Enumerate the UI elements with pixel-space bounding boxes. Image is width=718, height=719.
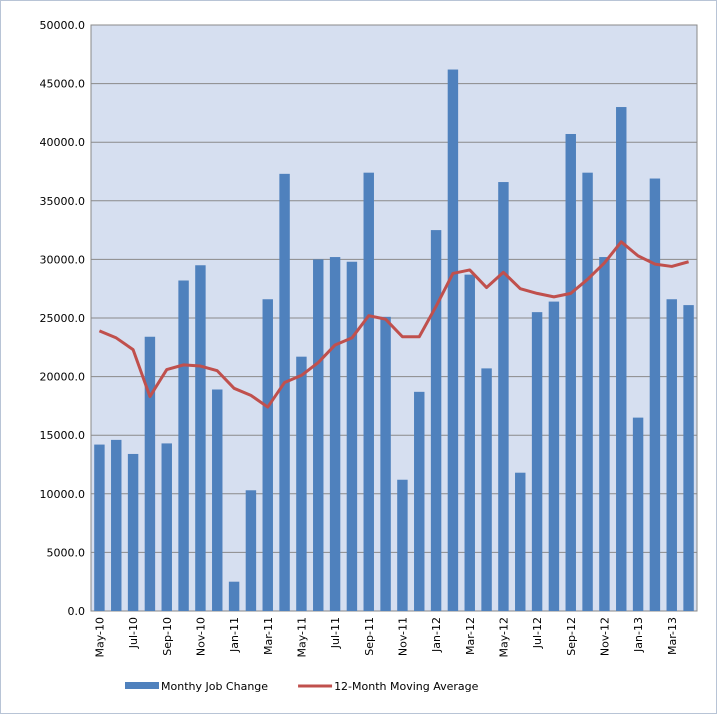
bar: [111, 439, 122, 611]
bar: [127, 453, 139, 611]
bar: [195, 265, 206, 611]
x-tick-label: Jul-11: [329, 617, 342, 649]
x-tick-label: Sep-12: [565, 617, 578, 656]
bar: [380, 316, 391, 611]
y-tick-label: 45000.0: [40, 78, 86, 91]
x-tick-label: Jan-13: [632, 617, 645, 653]
bar: [161, 443, 172, 611]
bar: [582, 172, 593, 611]
bar: [599, 257, 610, 611]
legend-label: Monthy Job Change: [161, 680, 268, 693]
bar: [548, 301, 560, 611]
x-tick-label: Nov-11: [396, 617, 409, 656]
y-tick-label: 15000.0: [40, 429, 86, 442]
bar: [228, 581, 240, 611]
x-tick-label: Mar-13: [666, 617, 679, 655]
y-tick-label: 0.0: [68, 605, 86, 618]
bar: [363, 172, 374, 611]
x-tick-label: Jan-11: [228, 617, 241, 653]
bar: [144, 336, 156, 611]
y-tick-label: 35000.0: [40, 195, 86, 208]
bar: [616, 107, 627, 611]
x-tick-label: May-12: [497, 617, 510, 658]
bar: [296, 356, 307, 611]
x-tick-label: Nov-12: [598, 617, 611, 656]
x-tick-label: Jul-10: [127, 617, 140, 649]
x-tick-label: Jul-12: [531, 617, 544, 649]
bar: [481, 368, 492, 611]
legend-swatch: [125, 682, 159, 689]
bar: [397, 479, 408, 611]
y-tick-label: 25000.0: [40, 312, 86, 325]
bar: [515, 472, 526, 611]
bar: [279, 173, 290, 611]
x-tick-label: May-11: [295, 617, 308, 658]
bar: [464, 274, 475, 611]
x-tick-label: Mar-12: [464, 617, 477, 655]
bar: [649, 178, 661, 612]
bar: [329, 257, 341, 611]
bar: [245, 490, 257, 611]
x-tick-label: May-10: [93, 617, 106, 658]
x-tick-label: Nov-10: [194, 617, 207, 656]
bar: [212, 389, 223, 611]
x-tick-label: Sep-11: [363, 617, 376, 656]
x-tick-label: Jan-12: [430, 617, 443, 653]
bar: [346, 261, 358, 611]
x-tick-label: Sep-10: [161, 617, 174, 656]
bar: [447, 69, 459, 611]
x-tick-label: Mar-11: [262, 617, 275, 655]
y-tick-label: 30000.0: [40, 253, 86, 266]
bar: [313, 259, 324, 611]
bar: [178, 280, 189, 611]
bar: [430, 230, 442, 611]
bar: [565, 133, 576, 611]
bar: [94, 444, 105, 611]
y-tick-label: 10000.0: [40, 488, 86, 501]
bar: [531, 312, 543, 611]
y-tick-label: 50000.0: [40, 19, 86, 32]
legend-label: 12-Month Moving Average: [334, 680, 479, 693]
y-tick-label: 20000.0: [40, 371, 86, 384]
bar: [632, 417, 644, 611]
y-tick-label: 40000.0: [40, 136, 86, 149]
bar: [666, 299, 677, 611]
bar: [262, 299, 273, 611]
line: [98, 240, 689, 409]
y-tick-label: 5000.0: [47, 546, 86, 559]
bar: [498, 182, 509, 611]
bar: [683, 305, 694, 611]
bar: [414, 391, 425, 611]
